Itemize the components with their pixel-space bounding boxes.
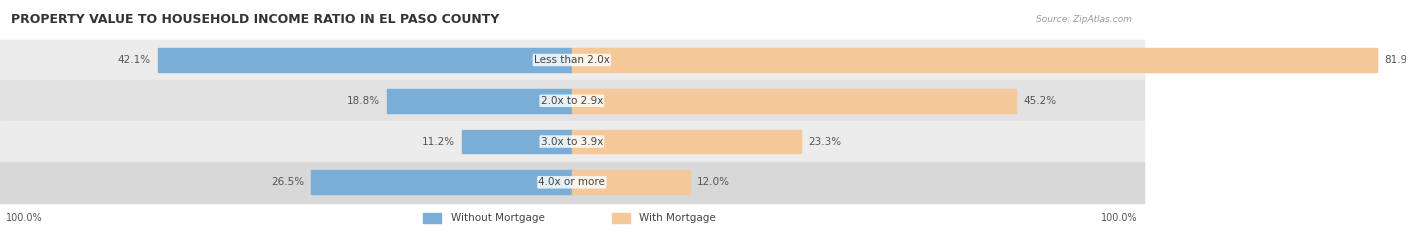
Bar bbox=[0, 40, 1143, 80]
Text: 4.0x or more: 4.0x or more bbox=[538, 177, 605, 187]
Text: 2.0x to 2.9x: 2.0x to 2.9x bbox=[541, 96, 603, 106]
Text: 100.0%: 100.0% bbox=[1101, 213, 1137, 223]
Bar bbox=[423, 213, 441, 223]
Text: 11.2%: 11.2% bbox=[422, 137, 454, 147]
Text: 23.3%: 23.3% bbox=[808, 137, 841, 147]
Text: With Mortgage: With Mortgage bbox=[640, 213, 716, 223]
Text: PROPERTY VALUE TO HOUSEHOLD INCOME RATIO IN EL PASO COUNTY: PROPERTY VALUE TO HOUSEHOLD INCOME RATIO… bbox=[11, 13, 499, 26]
Text: Without Mortgage: Without Mortgage bbox=[450, 213, 544, 223]
Bar bbox=[612, 213, 630, 223]
Bar bbox=[572, 48, 1378, 72]
Text: 100.0%: 100.0% bbox=[6, 213, 42, 223]
Bar bbox=[0, 121, 1143, 162]
Text: 81.9%: 81.9% bbox=[1385, 55, 1406, 65]
Bar bbox=[311, 171, 572, 194]
Bar bbox=[0, 0, 1143, 40]
Text: 45.2%: 45.2% bbox=[1024, 96, 1056, 106]
Bar bbox=[572, 171, 690, 194]
Bar bbox=[572, 89, 1017, 113]
Bar bbox=[0, 162, 1143, 203]
Bar bbox=[461, 130, 572, 153]
Bar bbox=[572, 130, 801, 153]
Text: 12.0%: 12.0% bbox=[697, 177, 730, 187]
Bar bbox=[0, 80, 1143, 121]
Bar bbox=[157, 48, 572, 72]
Bar bbox=[0, 203, 1143, 233]
Text: 3.0x to 3.9x: 3.0x to 3.9x bbox=[541, 137, 603, 147]
Text: Less than 2.0x: Less than 2.0x bbox=[534, 55, 610, 65]
Text: 42.1%: 42.1% bbox=[118, 55, 150, 65]
Bar bbox=[387, 89, 572, 113]
Text: Source: ZipAtlas.com: Source: ZipAtlas.com bbox=[1036, 15, 1132, 24]
Text: 18.8%: 18.8% bbox=[347, 96, 380, 106]
Text: 26.5%: 26.5% bbox=[271, 177, 304, 187]
